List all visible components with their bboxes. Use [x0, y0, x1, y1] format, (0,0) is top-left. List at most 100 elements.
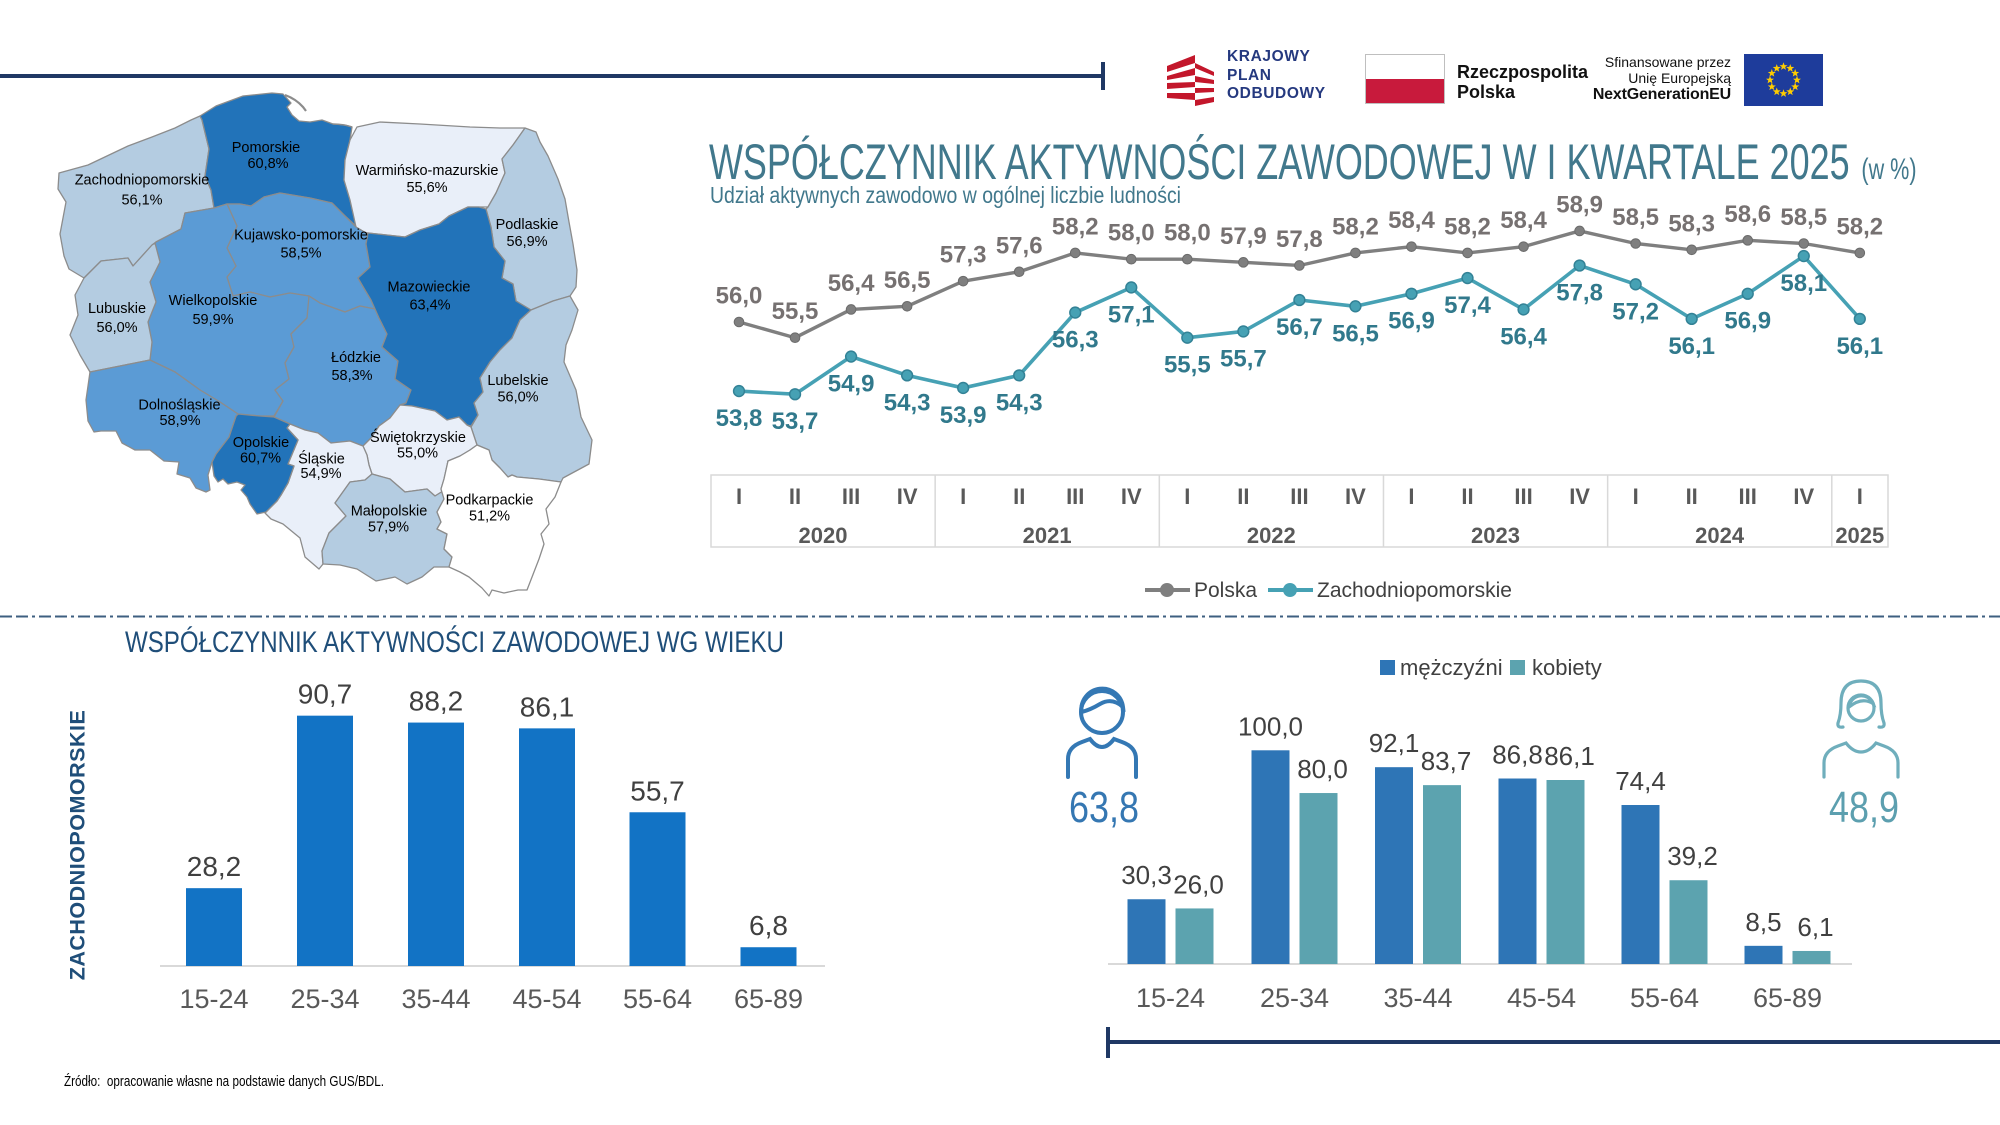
svg-text:Podlaskie: Podlaskie [496, 217, 559, 233]
svg-text:80,0: 80,0 [1297, 754, 1348, 784]
svg-text:35-44: 35-44 [401, 984, 470, 1014]
svg-text:Wielkopolskie: Wielkopolskie [169, 293, 258, 309]
svg-text:56,5: 56,5 [884, 267, 931, 294]
svg-text:88,2: 88,2 [409, 686, 464, 717]
svg-text:Warmińsko-mazurskie: Warmińsko-mazurskie [356, 163, 499, 179]
svg-text:Lubuskie: Lubuskie [88, 301, 146, 317]
svg-text:II: II [1237, 484, 1249, 509]
svg-text:56,0%: 56,0% [497, 390, 538, 406]
svg-text:III: III [1066, 484, 1084, 509]
svg-text:58,5: 58,5 [1612, 204, 1659, 231]
svg-text:Lubelskie: Lubelskie [487, 373, 548, 389]
svg-text:54,3: 54,3 [996, 389, 1043, 416]
svg-text:56,1%: 56,1% [121, 193, 162, 209]
svg-text:57,9: 57,9 [1220, 223, 1267, 250]
svg-text:92,1: 92,1 [1369, 728, 1420, 758]
svg-text:57,2: 57,2 [1612, 298, 1659, 325]
svg-text:86,8: 86,8 [1492, 740, 1543, 770]
svg-text:Pomorskie: Pomorskie [232, 140, 301, 156]
svg-text:25-34: 25-34 [1260, 983, 1329, 1013]
svg-text:53,9: 53,9 [940, 402, 987, 429]
svg-text:I: I [1408, 484, 1414, 509]
svg-text:mężczyźni: mężczyźni [1400, 655, 1503, 680]
svg-text:IV: IV [1793, 484, 1814, 509]
svg-text:2025: 2025 [1835, 523, 1884, 548]
svg-text:55,0%: 55,0% [397, 446, 438, 462]
svg-text:58,9%: 58,9% [159, 413, 200, 429]
svg-text:59,9%: 59,9% [192, 312, 233, 328]
svg-text:Zachodniopomorskie: Zachodniopomorskie [1317, 579, 1512, 602]
svg-text:56,4: 56,4 [828, 270, 875, 297]
svg-text:III: III [1514, 484, 1532, 509]
svg-text:58,2: 58,2 [1836, 213, 1883, 240]
svg-text:56,9: 56,9 [1724, 308, 1771, 335]
svg-text:2024: 2024 [1695, 523, 1745, 548]
svg-text:55-64: 55-64 [1630, 983, 1699, 1013]
svg-text:58,3%: 58,3% [331, 368, 372, 384]
svg-text:58,1: 58,1 [1780, 270, 1827, 297]
svg-text:86,1: 86,1 [520, 691, 575, 722]
svg-text:58,2: 58,2 [1332, 213, 1379, 240]
svg-text:Kujawsko-pomorskie: Kujawsko-pomorskie [234, 228, 368, 244]
svg-text:II: II [1461, 484, 1473, 509]
svg-text:58,2: 58,2 [1444, 213, 1491, 240]
svg-text:2022: 2022 [1247, 523, 1296, 548]
svg-text:54,9%: 54,9% [300, 466, 341, 482]
svg-text:58,4: 58,4 [1388, 207, 1435, 234]
svg-text:45-54: 45-54 [512, 984, 581, 1014]
svg-text:28,2: 28,2 [187, 851, 242, 882]
svg-text:56,0: 56,0 [716, 283, 763, 310]
svg-text:kobiety: kobiety [1532, 655, 1602, 680]
svg-text:56,9: 56,9 [1388, 308, 1435, 335]
svg-text:57,1: 57,1 [1108, 301, 1155, 328]
svg-text:I: I [960, 484, 966, 509]
svg-text:56,1: 56,1 [1836, 333, 1883, 360]
svg-text:Małopolskie: Małopolskie [351, 504, 428, 520]
svg-text:56,4: 56,4 [1500, 323, 1547, 350]
svg-text:58,4: 58,4 [1500, 207, 1547, 234]
svg-text:56,3: 56,3 [1052, 327, 1099, 354]
svg-text:51,2%: 51,2% [469, 509, 510, 525]
svg-text:54,9: 54,9 [828, 371, 875, 398]
svg-text:58,6: 58,6 [1724, 201, 1771, 228]
svg-text:58,5%: 58,5% [280, 246, 321, 262]
svg-text:IV: IV [1121, 484, 1142, 509]
svg-text:60,7%: 60,7% [240, 451, 281, 467]
svg-text:63,8: 63,8 [1069, 783, 1139, 832]
svg-text:35-44: 35-44 [1383, 983, 1452, 1013]
svg-text:Śląskie: Śląskie [298, 450, 345, 468]
svg-text:I: I [736, 484, 742, 509]
svg-text:60,8%: 60,8% [247, 156, 288, 172]
svg-text:56,1: 56,1 [1668, 333, 1715, 360]
svg-text:56,7: 56,7 [1276, 314, 1323, 341]
svg-text:58,0: 58,0 [1164, 220, 1211, 247]
svg-text:I: I [1184, 484, 1190, 509]
svg-text:Zachodniopomorskie: Zachodniopomorskie [75, 173, 210, 189]
svg-text:2020: 2020 [799, 523, 848, 548]
svg-text:II: II [789, 484, 801, 509]
svg-text:Świętokrzyskie: Świętokrzyskie [370, 428, 466, 446]
svg-text:74,4: 74,4 [1615, 766, 1666, 796]
svg-text:15-24: 15-24 [179, 984, 248, 1014]
svg-text:6,1: 6,1 [1797, 912, 1833, 942]
svg-text:57,9%: 57,9% [368, 520, 409, 536]
svg-text:Podkarpackie: Podkarpackie [446, 493, 534, 509]
svg-text:54,3: 54,3 [884, 389, 931, 416]
svg-text:III: III [1290, 484, 1308, 509]
svg-text:15-24: 15-24 [1136, 983, 1205, 1013]
svg-text:55,5: 55,5 [772, 298, 819, 325]
svg-text:IV: IV [1345, 484, 1366, 509]
svg-text:I: I [1633, 484, 1639, 509]
svg-text:57,6: 57,6 [996, 232, 1043, 259]
svg-text:58,9: 58,9 [1556, 191, 1603, 218]
svg-text:55-64: 55-64 [623, 984, 692, 1014]
svg-text:II: II [1013, 484, 1025, 509]
svg-text:6,8: 6,8 [749, 910, 788, 941]
svg-text:2021: 2021 [1023, 523, 1072, 548]
svg-text:55,6%: 55,6% [406, 180, 447, 196]
svg-text:55,5: 55,5 [1164, 352, 1211, 379]
svg-text:Polska: Polska [1194, 579, 1257, 602]
svg-text:2023: 2023 [1471, 523, 1520, 548]
svg-text:IV: IV [1569, 484, 1590, 509]
svg-text:65-89: 65-89 [1753, 983, 1822, 1013]
